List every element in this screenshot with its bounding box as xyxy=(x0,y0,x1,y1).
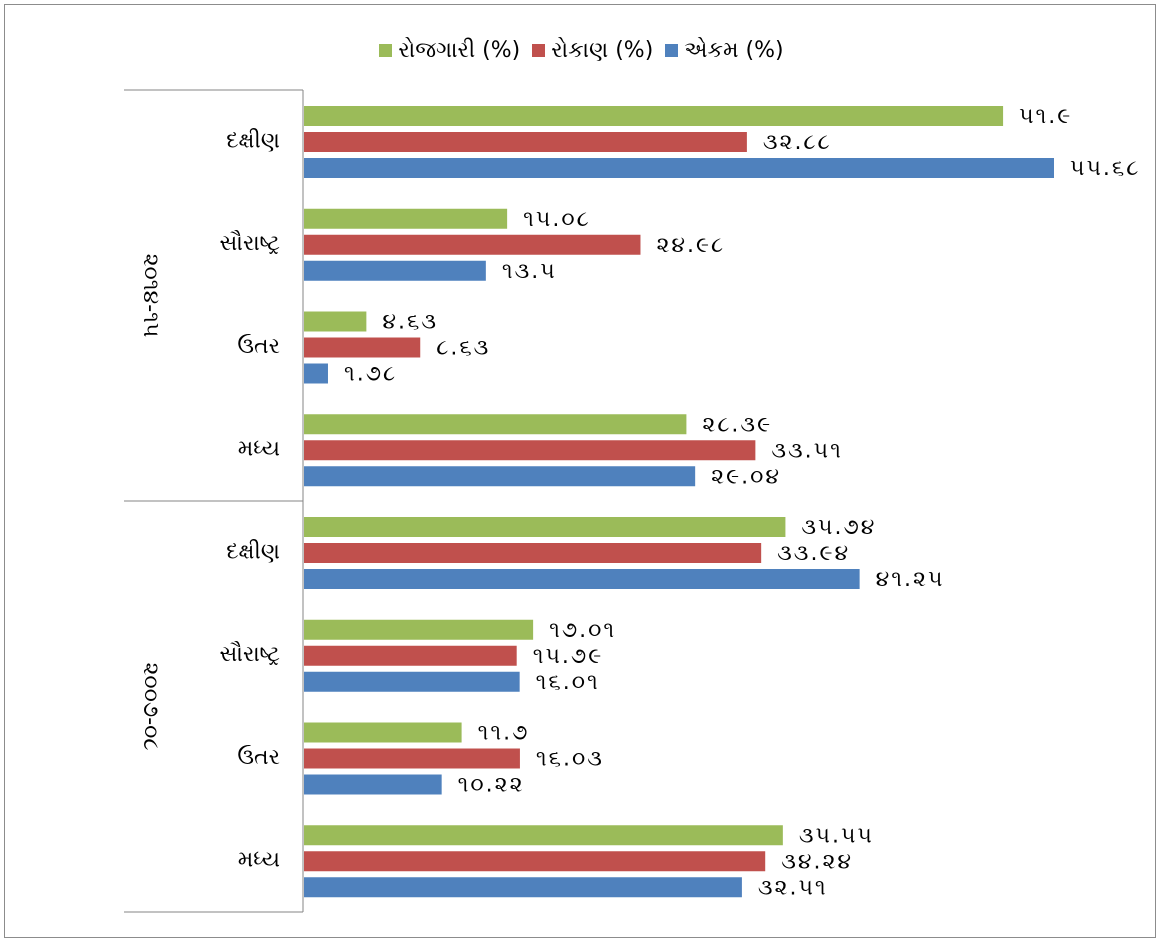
bar-employment xyxy=(304,825,783,846)
bar-employment xyxy=(304,311,367,332)
data-label-investment: ૮.૬૩ xyxy=(436,336,490,361)
data-label-units: ૫૫.૬૮ xyxy=(1070,156,1140,181)
data-label-units: ૧.૭૮ xyxy=(344,362,397,387)
data-label-investment: ૧૫.૭૯ xyxy=(533,644,604,669)
bar-investment xyxy=(304,440,756,461)
bar-units xyxy=(304,569,860,589)
data-label-units: ૧૬.૦૧ xyxy=(536,670,600,695)
legend-item-investment: રોકાણ (%) xyxy=(532,38,653,63)
bar-units xyxy=(304,671,520,692)
data-label-employment: ૩૫.૫૫ xyxy=(799,823,874,848)
data-label-employment: ૧૧.૭ xyxy=(478,721,530,746)
category-label: દક્ષીણ xyxy=(226,128,280,153)
bar-units xyxy=(304,260,486,281)
legend: રોજગારી (%) રોકાણ (%) એકમ (%) xyxy=(0,38,1163,63)
data-label-units: ૧૩.૫ xyxy=(502,259,557,284)
bar-employment xyxy=(304,517,786,537)
bar-units xyxy=(304,158,1054,178)
bar-employment xyxy=(304,414,687,435)
data-label-employment: ૨૮.૩૯ xyxy=(702,412,772,437)
bar-investment xyxy=(304,337,421,358)
bar-units xyxy=(304,363,328,384)
data-label-employment: ૧૭.૦૧ xyxy=(549,618,616,643)
data-label-investment: ૩૩.૫૧ xyxy=(771,438,843,463)
data-label-investment: ૩૨.૮૮ xyxy=(763,130,832,155)
bar-investment xyxy=(304,645,517,666)
category-label: મધ્ય xyxy=(238,437,280,462)
data-label-employment: ૩૫.૭૪ xyxy=(801,515,876,540)
bar-investment xyxy=(304,748,520,769)
bar-investment xyxy=(304,132,747,152)
legend-swatch-investment xyxy=(532,44,546,57)
category-label: સૌરાષ્ટ્ર xyxy=(219,641,280,667)
category-label: મધ્ય xyxy=(238,848,280,873)
data-label-employment: ૪.૬૩ xyxy=(382,310,438,335)
bar-investment xyxy=(304,543,762,563)
data-label-investment: ૧૬.૦૩ xyxy=(536,747,604,772)
data-label-investment: ૨૪.૯૮ xyxy=(656,233,725,258)
legend-label-investment: રોકાણ (%) xyxy=(551,38,654,63)
bar-employment xyxy=(304,619,534,640)
bar-units xyxy=(304,877,742,898)
category-label: ઉતર xyxy=(237,745,280,770)
data-label-units: ૩૨.૫૧ xyxy=(758,875,828,900)
category-label: સૌરાષ્ટ્ર xyxy=(219,230,280,256)
bar-employment xyxy=(304,722,462,743)
bar-units xyxy=(304,774,442,795)
data-label-employment: ૫૧.૯ xyxy=(1019,104,1072,129)
legend-item-employment: રોજગારી (%) xyxy=(379,38,520,63)
category-label: ઉતર xyxy=(237,334,280,359)
legend-swatch-units xyxy=(665,44,679,57)
legend-label-employment: રોજગારી (%) xyxy=(398,38,521,63)
period-label: ૨૦૧૪-૧૫ xyxy=(138,254,163,338)
data-label-units: ૪૧.૨૫ xyxy=(876,567,945,592)
data-label-employment: ૧૫.૦૮ xyxy=(523,207,591,232)
bar-units xyxy=(304,466,696,487)
bar-investment xyxy=(304,851,766,872)
legend-item-units: એકમ (%) xyxy=(665,38,784,63)
data-label-units: ૧૦.૨૨ xyxy=(458,773,525,798)
data-label-investment: ૩૪.૨૪ xyxy=(781,849,853,874)
period-label: ૨૦૦૭-૦૮ xyxy=(138,663,163,751)
category-label: દક્ષીણ xyxy=(226,539,280,564)
bar-employment xyxy=(304,208,508,229)
legend-label-units: એકમ (%) xyxy=(684,38,784,63)
data-label-units: ૨૯.૦૪ xyxy=(711,464,781,489)
bar-employment xyxy=(304,106,1004,126)
bar-investment xyxy=(304,234,641,255)
legend-swatch-employment xyxy=(379,44,393,57)
data-label-investment: ૩૩.૯૪ xyxy=(777,541,850,566)
